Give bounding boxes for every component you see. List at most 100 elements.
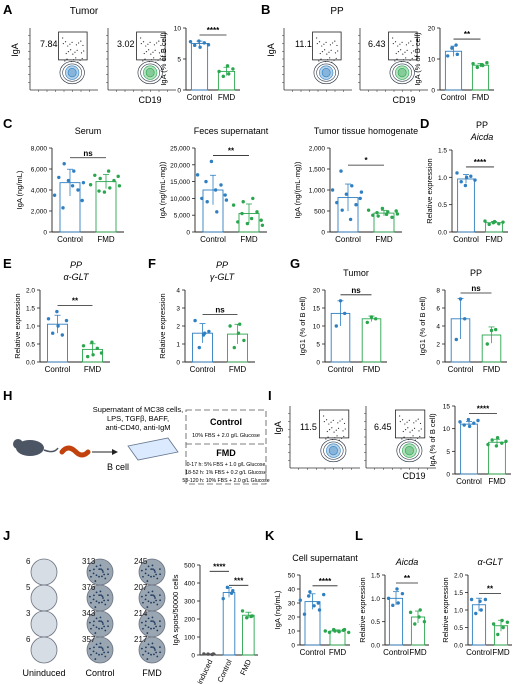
y-tick-label: 2 <box>176 324 180 331</box>
data-point <box>485 342 489 346</box>
flow-event <box>160 44 162 47</box>
bar <box>222 592 236 656</box>
elispot-spot <box>107 625 109 628</box>
flow-event <box>407 427 409 429</box>
elispot-spot <box>99 616 102 619</box>
flow-event <box>406 49 408 52</box>
flow-event <box>402 430 404 433</box>
data-point <box>374 317 378 321</box>
elispot-spot <box>147 617 150 620</box>
data-point <box>413 622 417 626</box>
supernatant-line-2: LPS, TGFβ, BAFF, <box>107 414 169 423</box>
data-point <box>61 206 65 210</box>
elispot-spot <box>104 603 107 606</box>
flow-contour <box>313 61 339 85</box>
y-tick-label: 4,000 <box>31 188 48 195</box>
chart-i: 0 5 10 15 IgA (% of B cell) Control FMD **** <box>428 404 511 486</box>
elispot-spot <box>153 601 155 604</box>
data-point <box>236 220 240 224</box>
data-point <box>494 327 498 332</box>
y-tick-label: 10 <box>428 57 436 64</box>
data-point <box>240 211 244 216</box>
data-point <box>259 218 263 222</box>
elispot-spot <box>94 606 97 608</box>
data-point <box>307 594 311 598</box>
x-tick-label: Control <box>328 365 354 374</box>
sig-label: *** <box>234 576 244 585</box>
data-point <box>455 52 459 57</box>
elispot-spot <box>140 595 143 598</box>
y-tick-label: 100 <box>184 635 195 642</box>
y-tick-label: 500 <box>184 563 195 570</box>
flow-event <box>67 51 70 53</box>
elispot-spot <box>159 625 161 628</box>
flow-event <box>411 429 413 431</box>
flow-contour <box>395 65 410 80</box>
flow-contour <box>137 61 163 85</box>
chart-subtitle: α-GLT <box>478 557 504 567</box>
y-tick-label: 1,000 <box>309 188 326 195</box>
data-point <box>469 597 474 602</box>
flow-plot-a-fmd <box>106 28 176 92</box>
flow-event <box>140 42 142 45</box>
flow-event <box>407 42 410 44</box>
arrowhead-icon <box>112 449 118 455</box>
data-point <box>106 169 111 173</box>
elispot-spot <box>104 655 107 658</box>
well-count: 245 <box>134 557 148 566</box>
data-point <box>369 315 374 319</box>
data-point <box>213 188 218 192</box>
data-point <box>344 192 349 196</box>
flow-contour <box>145 68 155 78</box>
panel-letter-f: F <box>148 256 156 271</box>
elispot-spot <box>147 574 150 577</box>
y-tick-label: 0.0 <box>454 643 463 650</box>
data-point <box>221 596 225 601</box>
elispot-spot <box>150 653 152 656</box>
x-tick-label: FMD <box>229 365 247 374</box>
flow-event <box>62 42 64 45</box>
data-point <box>490 438 494 442</box>
data-point <box>221 74 225 79</box>
y-tick-label: 4 <box>436 324 440 331</box>
x-tick-label: Control <box>300 648 326 657</box>
y-tick-label: 0.0 <box>438 230 447 237</box>
data-point <box>354 203 358 207</box>
flow-event <box>337 422 339 424</box>
flow-event <box>64 60 66 62</box>
data-point <box>338 299 343 303</box>
data-point <box>241 200 245 204</box>
flow-event <box>144 58 146 60</box>
data-point <box>489 328 494 333</box>
y-tick-label: 8,000 <box>31 146 48 153</box>
flow-event <box>404 51 406 53</box>
elispot-spot <box>88 621 91 624</box>
flow-plot-b-control <box>282 28 352 92</box>
data-point <box>245 221 250 226</box>
elispot-spot <box>102 623 104 625</box>
flow-event <box>392 42 394 45</box>
flow-event <box>412 435 414 437</box>
data-point <box>342 627 347 632</box>
elispot-spot <box>98 568 101 571</box>
elispot-spot <box>159 620 161 623</box>
flow-event <box>409 431 411 433</box>
panel-letter-a: A <box>3 2 13 17</box>
elispot-spot <box>104 629 107 632</box>
data-point <box>225 585 230 590</box>
chart-title: PP <box>470 268 482 278</box>
elispot-spot <box>142 575 144 578</box>
flow-event <box>334 437 336 439</box>
flow-event <box>400 49 402 51</box>
flow-contour <box>402 443 417 458</box>
elispot-spot <box>107 651 109 654</box>
elispot-wells: 6 313 245 5 376 207 3 343 214 6 357 217 <box>26 557 166 664</box>
elispot-spot <box>156 629 159 632</box>
data-point <box>95 346 100 351</box>
flow-event <box>77 61 79 63</box>
data-point <box>340 208 344 212</box>
data-point <box>481 63 485 68</box>
bar <box>190 43 209 91</box>
y-tick-label: 0.0 <box>26 360 35 367</box>
sig-label: **** <box>207 26 220 35</box>
